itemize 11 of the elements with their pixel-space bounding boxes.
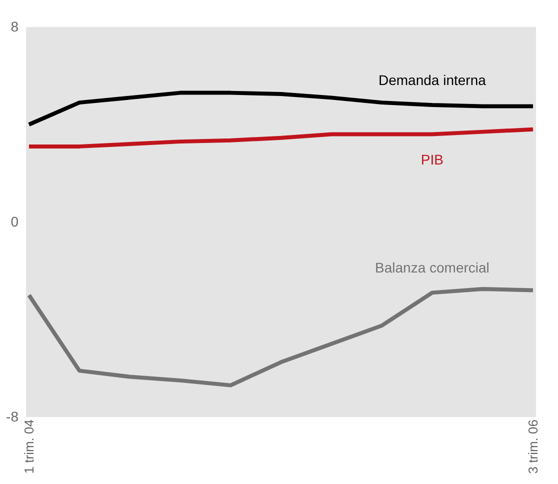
line-series (27, 287, 535, 388)
x-tick-label: 3 trim. 06 (526, 420, 540, 474)
series-label: PIB (420, 151, 444, 168)
series-label: Balanza comercial (375, 260, 490, 276)
y-tick-label: 8 (10, 18, 19, 34)
series-label: Demanda interna (378, 72, 486, 88)
y-tick-label: 0 (10, 214, 19, 230)
line-series (27, 127, 535, 148)
line-series (27, 90, 535, 126)
x-tick-label: 1 trim. 04 (22, 420, 36, 474)
y-tick-label: -8 (6, 408, 19, 424)
